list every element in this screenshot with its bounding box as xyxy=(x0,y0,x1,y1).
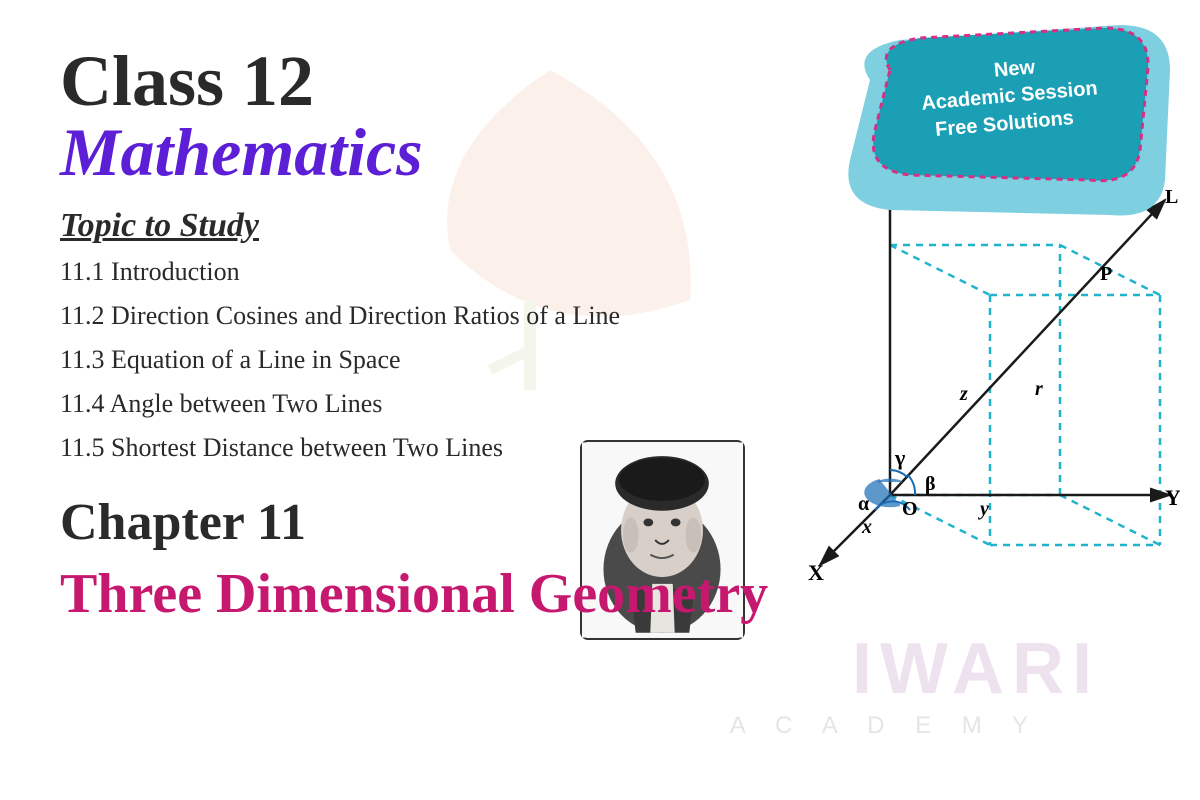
topic-item: 11.3 Equation of a Line in Space xyxy=(60,345,1140,375)
topic-list: 11.1 Introduction 11.2 Direction Cosines… xyxy=(60,257,1140,463)
topic-item: 11.2 Direction Cosines and Direction Rat… xyxy=(60,301,1140,331)
svg-text:New: New xyxy=(993,56,1036,82)
chapter-name: Three Dimensional Geometry xyxy=(60,562,1140,626)
topic-item: 11.5 Shortest Distance between Two Lines xyxy=(60,433,1140,463)
promo-badge: New Academic Session Free Solutions xyxy=(820,20,1180,230)
chapter-label: Chapter 11 xyxy=(60,493,1140,552)
topic-item: 11.4 Angle between Two Lines xyxy=(60,389,1140,419)
watermark-subbrand: A C A D E M Y xyxy=(730,712,1040,740)
topic-item: 11.1 Introduction xyxy=(60,257,1140,287)
